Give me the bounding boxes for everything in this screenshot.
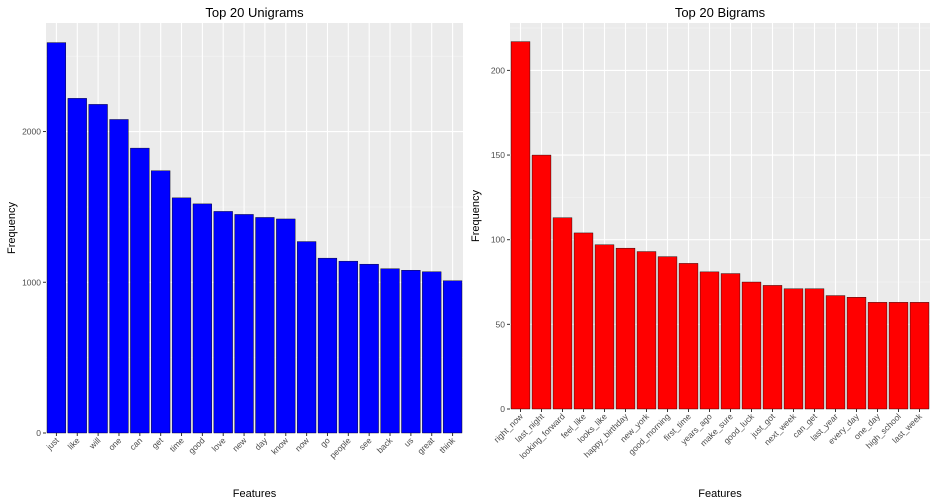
bar-good: [192, 203, 212, 434]
x-tick-label: people: [328, 435, 353, 460]
bar-back: [380, 268, 400, 434]
bar-new: [234, 214, 254, 434]
bar-just: [46, 42, 67, 434]
bar-looks_like: [594, 244, 615, 410]
y-tick-label: 200: [491, 65, 505, 75]
x-tick-label: like: [66, 435, 82, 451]
bar-one: [109, 119, 129, 434]
x-tick-label: us: [402, 435, 415, 448]
y-tick-label: 1000: [22, 277, 41, 287]
y-tick-label: 0: [500, 404, 505, 414]
bar-time: [171, 197, 192, 434]
bar-looking_forward: [552, 217, 573, 410]
bar-next_week: [783, 288, 804, 410]
x-tick-label: will: [86, 435, 102, 451]
bar-great: [422, 271, 442, 434]
x-tick-label: great: [415, 435, 436, 456]
chart-panel-2: 050100150200right_nowlast_nightlooking_f…: [470, 5, 930, 500]
bar-first_time: [678, 263, 699, 410]
chart-title: Top 20 Unigrams: [205, 5, 304, 20]
bar-happy_birthday: [615, 247, 636, 410]
y-tick-label: 0: [36, 428, 41, 438]
x-tick-label: see: [357, 435, 374, 452]
y-tick-label: 150: [491, 150, 505, 160]
bar-think: [442, 280, 463, 434]
x-tick-label: go: [318, 435, 332, 449]
x-axis-title: Features: [233, 488, 277, 500]
bar-new_york: [636, 251, 657, 410]
x-tick-label: back: [375, 435, 395, 455]
plot-background: [46, 23, 463, 433]
bar-people: [338, 260, 358, 434]
plot-background: [510, 23, 930, 409]
bar-see: [359, 263, 379, 434]
bar-good_luck: [741, 281, 762, 410]
bar-can: [130, 147, 150, 434]
bar-go: [317, 257, 338, 434]
bar-us: [401, 270, 421, 434]
bar-just_got: [762, 285, 783, 410]
bar-last_year: [825, 295, 846, 410]
bar-one_day: [867, 302, 888, 410]
bar-get: [151, 170, 171, 434]
bar-last_week: [909, 302, 930, 410]
x-tick-label: just: [44, 435, 62, 453]
x-tick-label: now: [293, 435, 312, 454]
x-tick-label: one: [106, 435, 123, 452]
y-axis-title: Frequency: [6, 202, 18, 254]
chart-panel-1: 0 1000 2000 just like will one can get time good lo…: [6, 5, 463, 500]
x-tick-label: know: [269, 435, 291, 457]
x-tick-label: good: [186, 435, 207, 456]
bar-like: [67, 98, 87, 434]
bar-day: [255, 217, 275, 434]
bar-now: [297, 241, 317, 434]
y-tick-label: 100: [491, 235, 505, 245]
bar-feel_like: [573, 232, 594, 410]
x-tick-label: think: [437, 435, 457, 455]
x-tick-label: get: [150, 435, 166, 451]
x-tick-label: new: [230, 435, 249, 454]
bar-know: [276, 218, 296, 434]
x-tick-label: can: [127, 435, 144, 452]
bar-years_ago: [699, 271, 720, 410]
x-axis-title: Features: [698, 488, 742, 500]
x-tick-label: day: [253, 435, 270, 452]
bar-love: [213, 211, 233, 434]
bar-good_morning: [657, 256, 678, 410]
bar-last_night: [531, 154, 552, 410]
x-tick-label: time: [168, 435, 187, 454]
chart-title: Top 20 Bigrams: [675, 5, 766, 20]
bar-high_school: [888, 302, 909, 410]
bar-can_get: [804, 288, 825, 410]
bar-will: [88, 104, 108, 434]
x-tick-label: love: [210, 435, 228, 453]
bar-right_now: [510, 41, 531, 410]
y-axis-title: Frequency: [470, 190, 482, 242]
y-tick-label: 50: [496, 319, 506, 329]
y-tick-label: 2000: [22, 127, 41, 137]
bar-every_day: [846, 297, 867, 410]
bar-make_sure: [720, 273, 741, 410]
